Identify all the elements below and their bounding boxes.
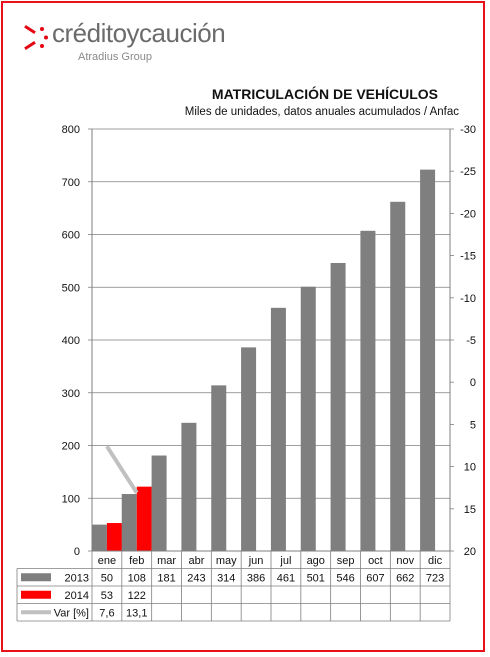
bar-2013-dic <box>420 169 436 551</box>
bar-2013-sep <box>330 262 346 551</box>
bar-2013-ago <box>300 286 316 551</box>
chart-title: MATRICULACIÓN DE VEHÍCULOS <box>211 86 438 102</box>
y-tick-label: 600 <box>62 230 80 242</box>
x-tick-label: dic <box>428 555 443 567</box>
data-label: 122 <box>128 590 146 602</box>
bar-2013-abr <box>181 422 197 551</box>
bar-2013-ene <box>91 524 107 551</box>
y2-tick-label: -30 <box>460 124 476 136</box>
x-tick-label: ago <box>307 555 325 567</box>
y2-tick-label: -15 <box>460 251 476 263</box>
x-tick-label: mar <box>157 555 176 567</box>
data-label: 314 <box>217 572 235 584</box>
bar-2014-ene <box>106 523 122 551</box>
chart-subtitle: Miles de unidades, datos anuales acumula… <box>184 106 459 118</box>
bar-2013-feb <box>121 494 137 551</box>
y-tick-label: 0 <box>74 546 80 558</box>
bar-2013-mar <box>151 455 167 551</box>
x-tick-label: abr <box>188 555 204 567</box>
data-label: 723 <box>426 572 444 584</box>
brand-logo: créditoycaución Atradius Group <box>22 18 252 68</box>
x-tick-label: oct <box>368 555 383 567</box>
y2-tick-label: 15 <box>464 504 476 516</box>
bar-2013-nov <box>390 201 406 552</box>
data-label: 108 <box>128 572 146 584</box>
data-label: 53 <box>101 590 113 602</box>
brand-tagline: Atradius Group <box>78 51 152 63</box>
y-tick-label: 200 <box>62 441 80 453</box>
y-tick-label: 300 <box>62 388 80 400</box>
y-tick-label: 700 <box>62 177 80 189</box>
brand-name: créditoycaución <box>52 18 226 48</box>
y-tick-label: 400 <box>62 335 80 347</box>
x-tick-label: jun <box>248 555 264 567</box>
bar-2013-may <box>211 385 227 551</box>
data-label: 7,6 <box>99 607 114 619</box>
legend-swatch-2014 <box>21 590 51 599</box>
data-label: 461 <box>277 572 295 584</box>
line-Var [%] <box>105 445 139 494</box>
bar-2013-oct <box>360 230 376 551</box>
x-tick-label: ene <box>98 555 116 567</box>
data-label: 501 <box>307 572 325 584</box>
y2-tick-label: 20 <box>464 546 476 558</box>
legend-label: 2014 <box>65 590 89 602</box>
y-tick-label: 800 <box>62 124 80 136</box>
data-label: 662 <box>396 572 414 584</box>
y-tick-label: 100 <box>62 493 80 505</box>
legend-label: Var [%] <box>54 607 89 619</box>
data-label: 181 <box>157 572 175 584</box>
x-tick-label: feb <box>129 555 144 567</box>
y2-tick-label: -10 <box>460 293 476 305</box>
data-label: 13,1 <box>126 607 147 619</box>
bar-2013-jul <box>270 307 286 551</box>
y2-tick-label: -25 <box>460 166 476 178</box>
y2-tick-label: -20 <box>460 208 476 220</box>
data-label: 386 <box>247 572 265 584</box>
bar-2013-jun <box>241 347 257 551</box>
data-label: 50 <box>101 572 113 584</box>
brand-chevron-icon <box>24 24 48 51</box>
data-label: 243 <box>187 572 205 584</box>
data-label: 546 <box>336 572 354 584</box>
y2-tick-label: 0 <box>470 377 476 389</box>
x-tick-label: nov <box>396 555 414 567</box>
x-tick-label: sep <box>337 555 355 567</box>
legend-swatch-2013 <box>21 573 51 582</box>
data-label: 607 <box>366 572 384 584</box>
y2-tick-label: 10 <box>464 462 476 474</box>
y2-tick-label: -5 <box>466 335 476 347</box>
x-tick-label: may <box>216 555 237 567</box>
legend-label: 2013 <box>65 572 89 584</box>
y2-tick-label: 5 <box>470 419 476 431</box>
y-tick-label: 500 <box>62 282 80 294</box>
x-tick-label: jul <box>279 555 291 567</box>
bar-2014-feb <box>136 486 152 551</box>
